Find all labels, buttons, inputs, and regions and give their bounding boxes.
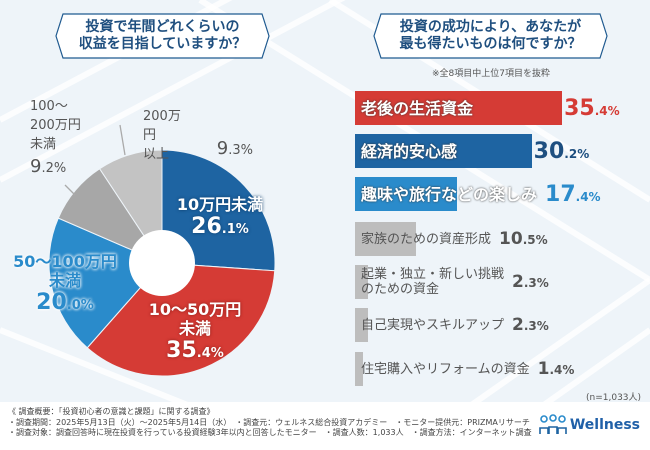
bar-row: 起業・独立・新しい挑戦 のための資金 2.3% (355, 265, 549, 299)
bar-value: 30.2% (533, 138, 590, 164)
leader-line (119, 124, 126, 156)
pie-slice (48, 217, 163, 349)
bar (355, 91, 563, 125)
footer-line: 《 調査概要：「投資初心者の意識と課題」に関する調査》 (8, 407, 215, 416)
survey-footer: 《 調査概要：「投資初心者の意識と課題」に関する調査》 ・調査期間：2025年5… (0, 402, 650, 450)
bar (355, 265, 369, 299)
bar-row: 自己実現やスキルアップ 2.3% (355, 308, 549, 342)
pie-label: 50～100万円 未満 20.0% (10, 252, 120, 319)
bar-label: 住宅購入やリフォームの資金 (361, 361, 530, 377)
bar (355, 134, 532, 168)
people-logo-icon (539, 414, 567, 434)
pie-slice (161, 149, 276, 272)
leader-line (64, 184, 76, 196)
footer-line: ・調査対象：調査回答時に現在投資を行っている投資経験3年以内と回答したモニター … (8, 428, 532, 437)
bar (355, 222, 417, 256)
top7-note: ※全8項目中上位7項目を抜粋 (432, 69, 550, 79)
pie-label-value: 9.2% (30, 156, 67, 177)
bar-label: 起業・独立・新しい挑戦 のための資金 (361, 267, 505, 297)
sample-size: (n=1,033人) (586, 393, 642, 403)
donut-hole (129, 230, 195, 296)
bar-row: 住宅購入やリフォームの資金 1.4% (355, 352, 574, 386)
bar-row: 経済的安心感 30.2% (355, 134, 589, 168)
bar-row: 老後の生活資金 35.4% (355, 91, 620, 125)
bar (355, 177, 457, 211)
pie-label-value: 20.0% (36, 290, 94, 315)
pie-label: 100～ 200万円 未満 9.2% (30, 97, 100, 182)
pie-label-text: 10万円未満 (176, 195, 264, 214)
pie-label-value: 9.3% (216, 138, 253, 159)
pie-label: 10万円未満 26.1% (165, 195, 275, 243)
pie-label-text: 100～ 200万円 未満 (30, 99, 81, 152)
bar-label: 家族のための資産形成 (361, 231, 492, 247)
donut-chart (48, 124, 276, 377)
bar-value: 17.4% (545, 181, 601, 207)
left-question-header: 投資で年間どれくらいの 収益を目指していますか？ (55, 13, 270, 59)
pie-label-text: 200万円 以上 (143, 109, 181, 162)
pie-label-text: 50～100万円 未満 (13, 252, 117, 290)
question-line: 投資で年間どれくらいの (85, 19, 240, 35)
bar-value: 35.4% (564, 95, 620, 121)
pie-label: 10～50万円 未満 35.4% (140, 300, 250, 367)
logo-text: Wellness (569, 417, 640, 433)
bar-value: 1.4% (537, 359, 575, 379)
bar (355, 308, 369, 342)
pie-label-value: 26.1% (191, 214, 249, 239)
pie-label: 200万円 以上 9.3% (143, 107, 253, 164)
question-line: 最も得たいものは何ですか？ (399, 36, 582, 52)
footer-line: ・調査期間：2025年5月13日（火）～2025年5月14日（水） ・調査元：ウ… (8, 417, 530, 427)
wellness-logo: Wellness (539, 414, 640, 436)
bar-label: 経済的安心感 (361, 141, 458, 161)
bar (355, 352, 364, 386)
bar-row: 家族のための資産形成 10.5% (355, 222, 548, 256)
bar-label: 老後の生活資金 (361, 98, 474, 118)
question-line: 収益を目指していますか？ (78, 36, 247, 52)
pie-slice (86, 262, 276, 377)
bar-value: 2.3% (512, 272, 549, 292)
bar-label: 趣味や旅行などの楽しみ (361, 184, 538, 204)
right-question-header: 投資の成功により、あなたが 最も得たいものは何ですか？ (373, 13, 608, 59)
question-line: 投資の成功により、あなたが (399, 19, 582, 35)
bar-row: 趣味や旅行などの楽しみ 17.4% (355, 177, 601, 211)
bar-value: 2.3% (512, 315, 549, 335)
bar-value: 10.5% (499, 229, 548, 249)
pie-label-value: 35.4% (166, 338, 224, 363)
bar-label: 自己実現やスキルアップ (361, 317, 505, 333)
pie-label-text: 10～50万円 未満 (148, 300, 242, 338)
